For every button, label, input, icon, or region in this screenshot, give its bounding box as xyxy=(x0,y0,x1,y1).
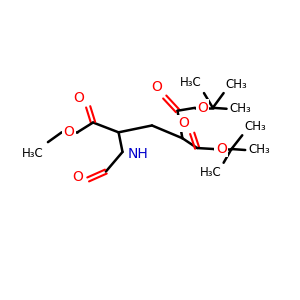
Text: O: O xyxy=(216,142,226,156)
Text: H₃C: H₃C xyxy=(200,166,222,179)
Text: CH₃: CH₃ xyxy=(248,143,270,157)
Text: H₃C: H₃C xyxy=(22,147,44,160)
Text: O: O xyxy=(74,91,84,105)
Text: O: O xyxy=(197,101,208,115)
Text: CH₃: CH₃ xyxy=(230,102,251,115)
Text: CH₃: CH₃ xyxy=(226,78,247,91)
Text: NH: NH xyxy=(128,147,148,161)
Text: O: O xyxy=(64,125,74,139)
Text: CH₃: CH₃ xyxy=(244,120,266,133)
Text: O: O xyxy=(178,116,189,130)
Text: O: O xyxy=(151,80,162,94)
Text: O: O xyxy=(72,170,83,184)
Text: H₃C: H₃C xyxy=(180,76,202,89)
